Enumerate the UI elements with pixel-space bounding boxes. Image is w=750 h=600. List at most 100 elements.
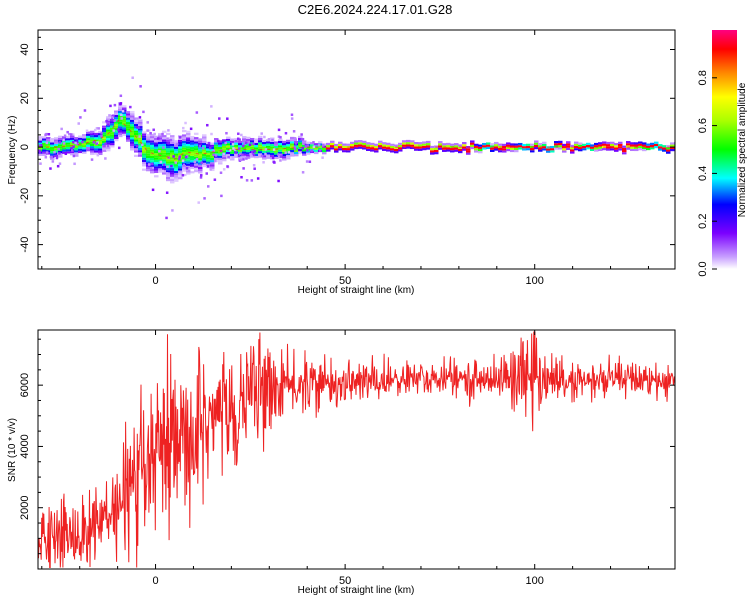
heatmap-cell	[126, 113, 131, 115]
heatmap-cell	[74, 148, 79, 150]
heatmap-cell	[342, 146, 347, 148]
heatmap-speckle	[309, 160, 312, 163]
heatmap-speckle	[44, 134, 47, 137]
heatmap-cell	[90, 135, 95, 137]
heatmap-cell	[190, 167, 195, 169]
heatmap-cell	[302, 149, 307, 151]
heatmap-cell	[574, 144, 579, 146]
heatmap-cell	[138, 146, 143, 148]
heatmap-cell	[174, 175, 179, 177]
heatmap-cell	[194, 166, 199, 168]
heatmap-cell	[442, 143, 447, 145]
heatmap-speckle	[240, 176, 243, 179]
x-tick-label: 0	[152, 575, 158, 587]
heatmap-cell	[382, 142, 387, 144]
heatmap-cell	[306, 153, 311, 155]
heatmap-cell	[178, 140, 183, 142]
heatmap-speckle	[174, 161, 177, 164]
heatmap-cell	[138, 122, 143, 124]
heatmap-cell	[150, 140, 155, 142]
heatmap-speckle	[133, 118, 136, 121]
heatmap-cell	[154, 155, 159, 157]
heatmap-cell	[410, 142, 415, 144]
heatmap-cell	[170, 146, 175, 148]
heatmap-cell	[66, 140, 71, 142]
heatmap-cell	[374, 146, 379, 148]
heatmap-cell	[186, 161, 191, 163]
heatmap-cell	[486, 145, 491, 147]
heatmap-cell	[166, 168, 171, 170]
heatmap-cell	[254, 145, 259, 147]
heatmap-speckle	[196, 111, 199, 114]
heatmap-cell	[54, 144, 59, 146]
heatmap-cell	[174, 140, 179, 142]
heatmap-cell	[282, 154, 287, 156]
heatmap-cell	[350, 146, 355, 148]
heatmap-cell	[362, 141, 367, 143]
heatmap-cell	[134, 139, 139, 141]
heatmap-cell	[634, 149, 639, 151]
heatmap-speckle	[222, 153, 225, 156]
heatmap-cell	[462, 142, 467, 144]
heatmap-cell	[42, 136, 47, 138]
heatmap-cell	[122, 114, 127, 116]
heatmap-speckle	[249, 153, 252, 156]
heatmap-cell	[190, 149, 195, 151]
heatmap-cell	[286, 142, 291, 144]
heatmap-cell	[94, 150, 99, 152]
heatmap-cell	[102, 128, 107, 130]
y-tick-label: 0	[19, 144, 31, 150]
heatmap-cell	[262, 144, 267, 146]
heatmap-speckle	[108, 114, 111, 117]
heatmap-cell	[226, 137, 231, 139]
heatmap-cell	[622, 146, 627, 148]
colorbar-gradient	[712, 30, 737, 269]
heatmap-cell	[154, 158, 159, 160]
heatmap-cell	[102, 130, 107, 132]
heatmap-cell	[394, 151, 399, 153]
heatmap-cell	[514, 150, 519, 152]
heatmap-speckle	[209, 168, 212, 171]
heatmap-cell	[502, 146, 507, 148]
heatmap-cell	[154, 142, 159, 144]
heatmap-cell	[458, 151, 463, 153]
heatmap-cell	[534, 145, 539, 147]
heatmap-cell	[418, 144, 423, 146]
heatmap-cell	[242, 147, 247, 149]
heatmap-cell	[278, 150, 283, 152]
heatmap-cell	[130, 111, 135, 113]
heatmap-cell	[42, 152, 47, 154]
heatmap-cell	[386, 149, 391, 151]
heatmap-cell	[558, 141, 563, 143]
heatmap-speckle	[203, 197, 206, 200]
heatmap-cell	[422, 144, 427, 146]
heatmap-cell	[554, 141, 559, 143]
heatmap-speckle	[167, 142, 170, 145]
heatmap-cell	[378, 141, 383, 143]
heatmap-cell	[366, 149, 371, 151]
heatmap-speckle	[166, 138, 169, 141]
heatmap-speckle	[183, 164, 186, 167]
heatmap-speckle	[111, 116, 114, 119]
heatmap-cell	[454, 147, 459, 149]
heatmap-cell	[114, 126, 119, 128]
heatmap-cell	[150, 145, 155, 147]
heatmap-cell	[286, 140, 291, 142]
heatmap-cell	[446, 145, 451, 147]
heatmap-cell	[238, 143, 243, 145]
heatmap-speckle	[151, 163, 154, 166]
heatmap-speckle	[139, 116, 142, 119]
heatmap-cell	[114, 124, 119, 126]
heatmap-cell	[162, 131, 167, 133]
heatmap-cell	[282, 145, 287, 147]
heatmap-cell	[258, 147, 263, 149]
heatmap-cell	[362, 147, 367, 149]
heatmap-cell	[270, 153, 275, 155]
heatmap-cell	[246, 148, 251, 150]
heatmap-cell	[374, 150, 379, 152]
heatmap-cell	[166, 133, 171, 135]
heatmap-cell	[50, 153, 55, 155]
heatmap-cell	[626, 148, 631, 150]
heatmap-cell	[582, 144, 587, 146]
heatmap-cell	[470, 140, 475, 142]
